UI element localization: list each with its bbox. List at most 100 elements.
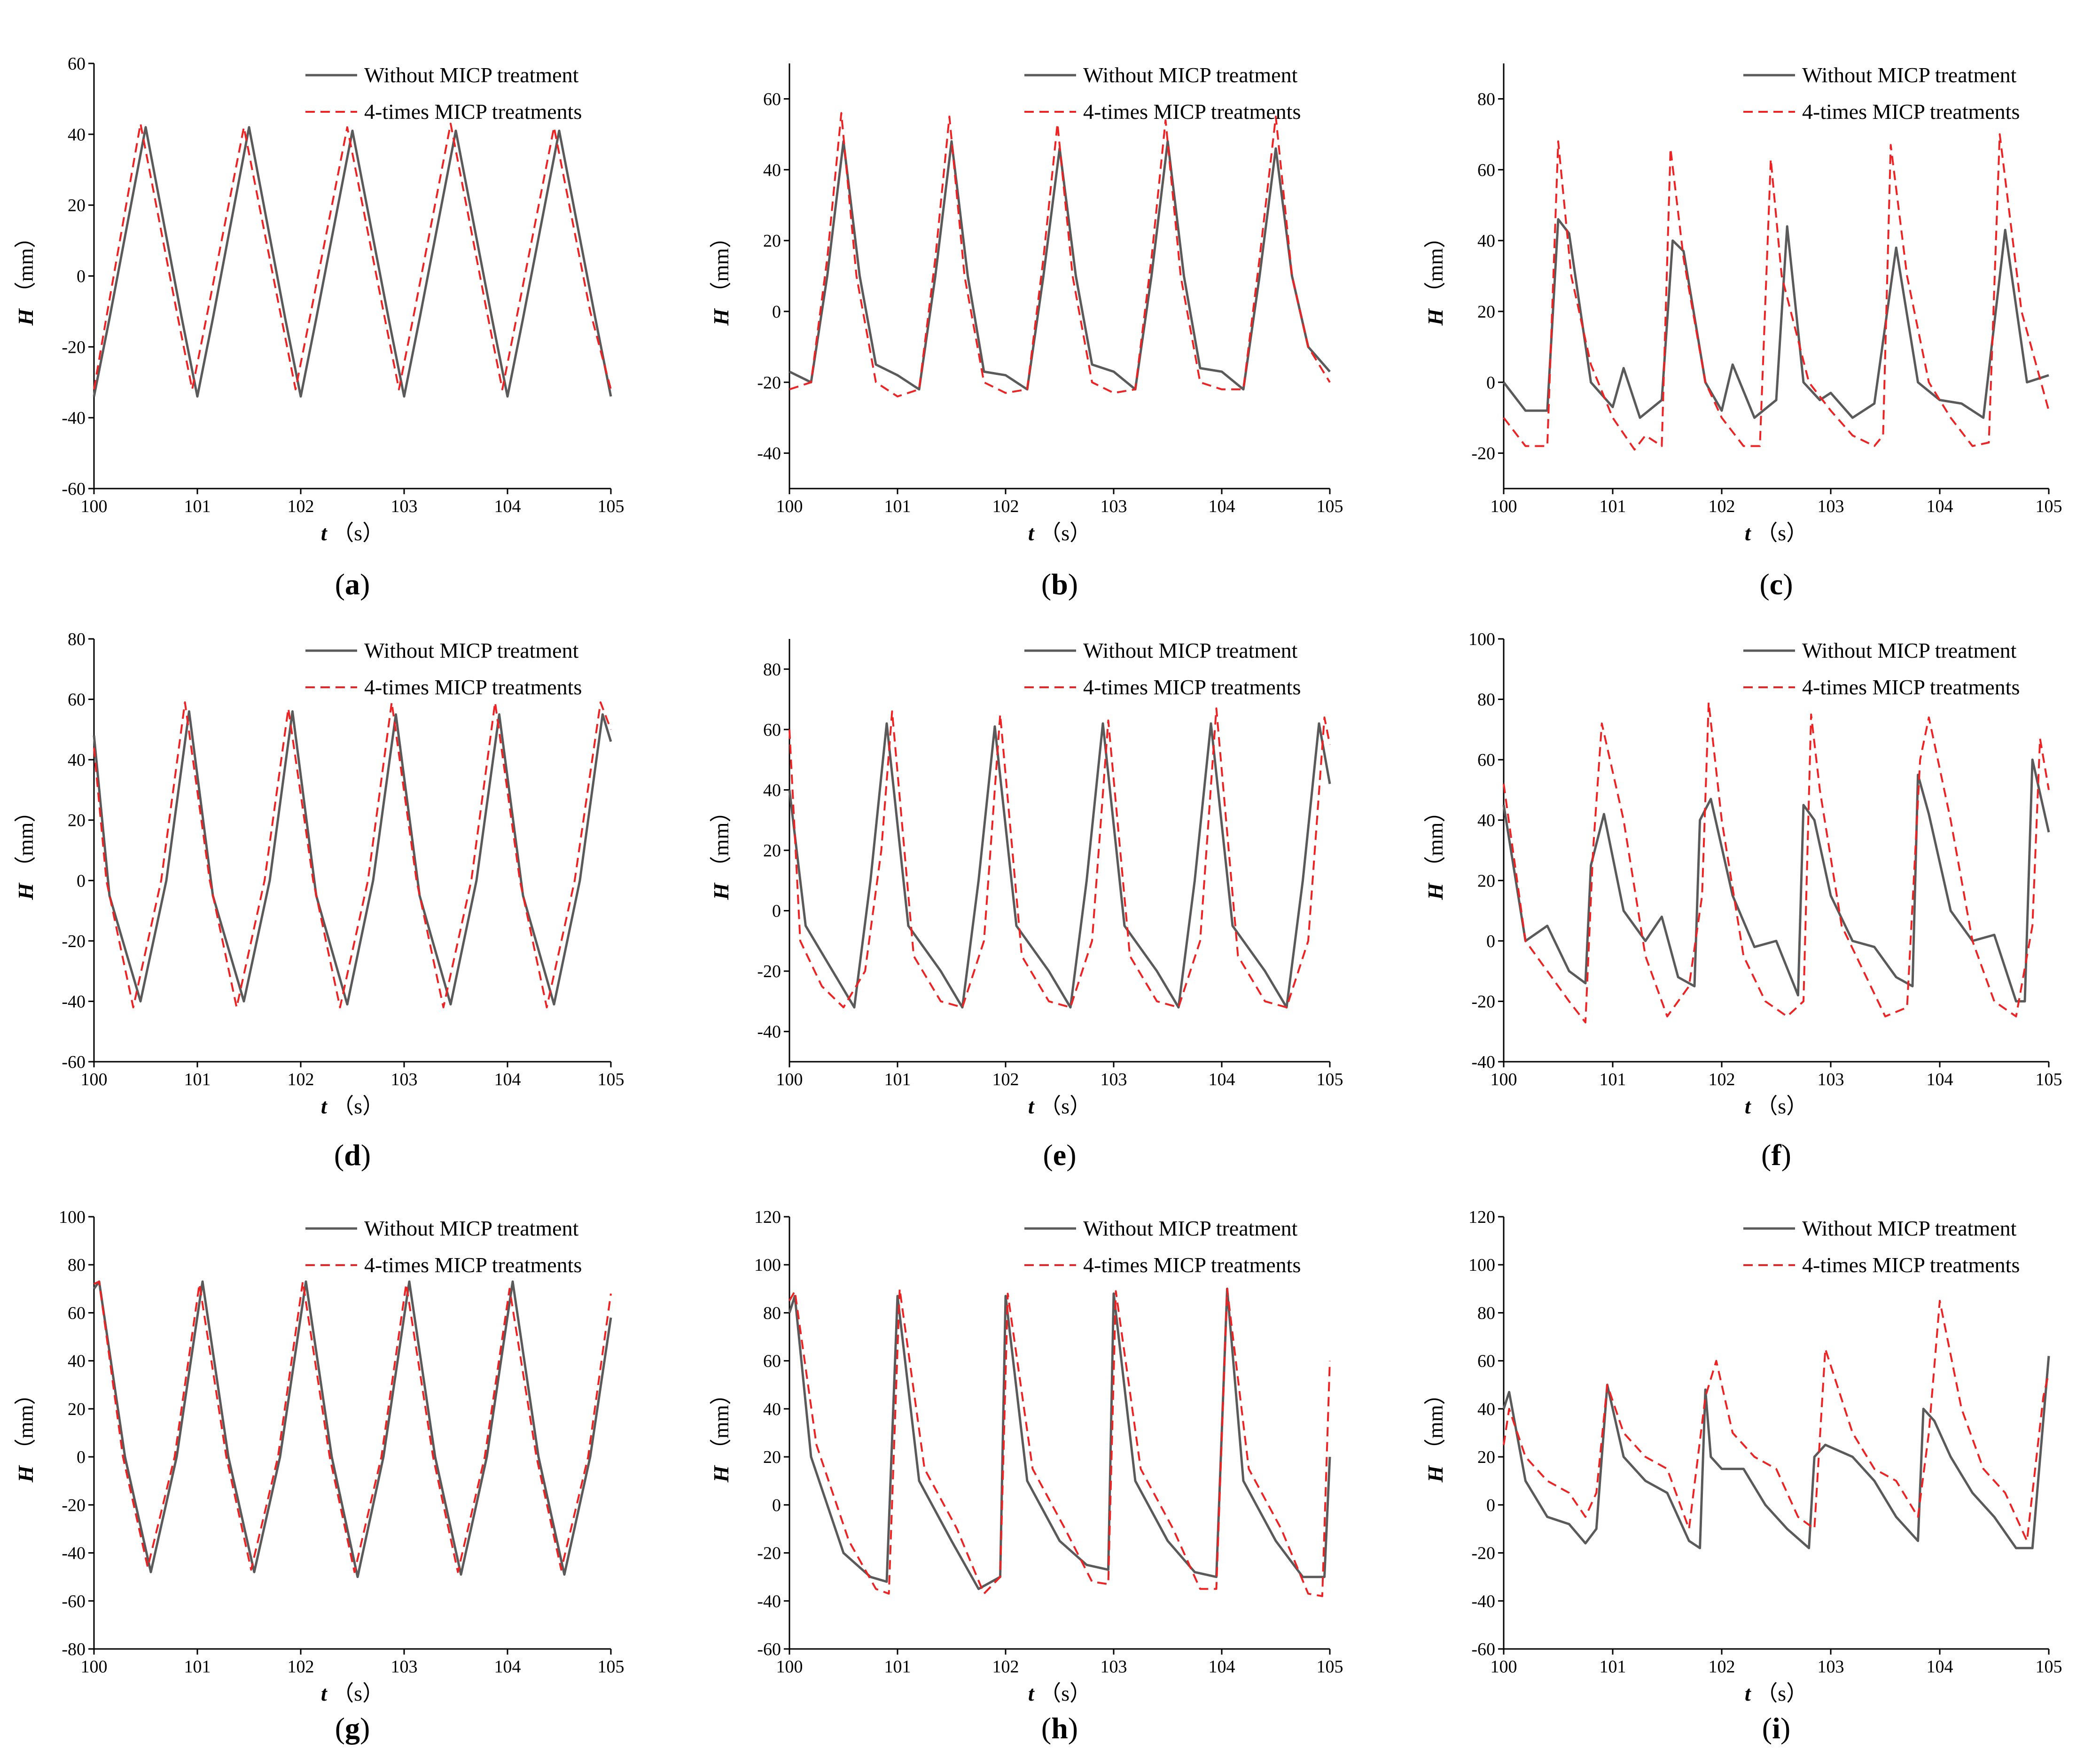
caption-open-paren: ( (1043, 1138, 1053, 1172)
series-without-micp-line (788, 1287, 1331, 1590)
y-tick-label: 0 (772, 302, 781, 322)
caption-letter: e (1053, 1138, 1066, 1172)
caption-letter: g (345, 1711, 360, 1745)
y-axis-unit: （mm） (14, 226, 38, 309)
panel-g: -80 -60 -40 -20 0 20 40 60 80 100 100 101 102 103 104 1… (14, 1207, 625, 1745)
x-axis-label: t （s） (1745, 1681, 1808, 1705)
x-axis-label: t （s） (321, 521, 384, 545)
y-tick-label: 60 (1477, 750, 1495, 770)
x-tick-label: 104 (1927, 1070, 1953, 1089)
x-tick-label: 100 (1491, 1657, 1517, 1677)
y-tick-label: 40 (1477, 231, 1495, 251)
y-axis-unit: （mm） (709, 1384, 733, 1466)
caption-open-paren: ( (1759, 568, 1769, 601)
series-without-micp-line (93, 126, 612, 398)
caption-close-paren: ) (1783, 568, 1793, 601)
y-tick-label: 80 (68, 1255, 86, 1275)
x-tick-label: 100 (776, 1657, 803, 1677)
y-tick-label: -40 (757, 1592, 781, 1611)
x-tick-label: 103 (1101, 1657, 1127, 1677)
y-axis-unit: （mm） (14, 801, 38, 883)
x-tick-label: 105 (598, 497, 625, 516)
legend-label-without: Without MICP treatment (364, 1216, 579, 1240)
caption-letter: c (1770, 568, 1783, 601)
y-tick-label: 40 (68, 125, 86, 145)
y-axis-var: H (709, 308, 733, 326)
legend-label-without: Without MICP treatment (1083, 638, 1298, 662)
x-axis-var: t (321, 1681, 328, 1705)
x-axis-unit: （s） (327, 1094, 384, 1118)
x-tick-label: 102 (288, 1657, 314, 1677)
x-axis-unit: （s） (1751, 1094, 1808, 1118)
x-tick-label: 101 (184, 1070, 211, 1089)
y-tick-label: 80 (1477, 89, 1495, 109)
y-tick-label: -20 (62, 932, 86, 951)
y-tick-label: -40 (757, 444, 781, 464)
panel-caption: (c) (1759, 568, 1793, 601)
y-tick-label: 20 (1477, 871, 1495, 891)
caption-open-paren: ( (335, 568, 345, 601)
y-tick-label: 40 (1477, 1399, 1495, 1419)
x-tick-label: 104 (1209, 497, 1235, 516)
x-tick-label: 103 (391, 1070, 418, 1089)
legend-label-with: 4-times MICP treatments (1802, 675, 2020, 699)
caption-open-paren: ( (1041, 1711, 1051, 1745)
y-tick-label: 120 (1468, 1207, 1495, 1227)
y-tick-label: 60 (763, 720, 781, 740)
y-axis-unit: （mm） (1423, 226, 1447, 309)
y-tick-label: -20 (62, 337, 86, 357)
panel-caption: (g) (335, 1711, 370, 1745)
panel-h: -60 -40 -20 0 20 40 60 80 100 120 100 101 102 103 104 1… (709, 1207, 1343, 1745)
panel-f: -40 -20 0 20 40 60 80 100 100 101 102 103 104 105 With… (1423, 630, 2062, 1172)
x-axis-unit: （s） (327, 521, 384, 545)
panel-caption: (b) (1041, 568, 1078, 601)
x-tick-label: 102 (288, 497, 314, 516)
x-axis-unit: （s） (1034, 1094, 1091, 1118)
y-axis-label: H （mm） (14, 226, 38, 326)
x-tick-label: 102 (1709, 497, 1735, 516)
x-axis-var: t (1028, 1681, 1035, 1705)
x-tick-label: 103 (1101, 1070, 1127, 1089)
x-axis-unit: （s） (1751, 1681, 1808, 1705)
x-tick-label: 104 (1927, 1657, 1953, 1677)
y-axis-var: H (1423, 308, 1447, 326)
y-tick-label: 100 (754, 1255, 781, 1275)
y-axis-var: H (14, 1465, 38, 1483)
y-tick-label: 60 (1477, 160, 1495, 180)
panel-caption: (d) (334, 1138, 371, 1172)
series-micp-treated-line (789, 112, 1331, 397)
x-axis-var: t (1745, 1094, 1751, 1118)
y-tick-label: -20 (757, 1544, 781, 1563)
x-axis-var: t (321, 1094, 328, 1118)
caption-letter: f (1771, 1138, 1781, 1172)
panel-b: -40 -20 0 20 40 60 100 101 102 103 104 105 Without M… (709, 63, 1343, 601)
x-axis-unit: （s） (327, 1681, 384, 1705)
y-tick-label: 0 (1486, 1495, 1495, 1515)
panel-c: -20 0 20 40 60 80 100 101 102 103 104 105 Without MI… (1423, 63, 2062, 601)
y-tick-label: 20 (1477, 302, 1495, 322)
y-tick-label: 0 (1486, 373, 1495, 393)
x-tick-label: 104 (1927, 497, 1953, 516)
y-tick-label: 80 (1477, 1303, 1495, 1323)
y-axis-unit: （mm） (709, 801, 733, 883)
y-tick-label: 0 (772, 1495, 781, 1515)
y-axis-label: H （mm） (1423, 801, 1447, 901)
x-tick-label: 105 (598, 1070, 625, 1089)
y-tick-label: 0 (77, 1447, 86, 1467)
y-tick-label: 20 (1477, 1447, 1495, 1467)
x-tick-label: 103 (1818, 497, 1844, 516)
x-axis-var: t (1745, 521, 1751, 545)
y-tick-label: -20 (1471, 1544, 1495, 1563)
y-tick-label: -60 (62, 1592, 86, 1611)
y-tick-label: 80 (68, 630, 86, 649)
x-axis-var: t (1028, 521, 1035, 545)
x-axis-label: t （s） (1028, 1681, 1091, 1705)
y-tick-label: -20 (757, 962, 781, 981)
x-tick-label: 100 (776, 1070, 803, 1089)
caption-close-paren: ) (1068, 568, 1078, 601)
x-tick-label: 105 (2036, 1070, 2062, 1089)
legend-label-without: Without MICP treatment (1802, 638, 2017, 662)
y-tick-label: 100 (1468, 630, 1495, 649)
caption-close-paren: ) (1068, 1711, 1078, 1745)
x-tick-label: 102 (1709, 1070, 1735, 1089)
